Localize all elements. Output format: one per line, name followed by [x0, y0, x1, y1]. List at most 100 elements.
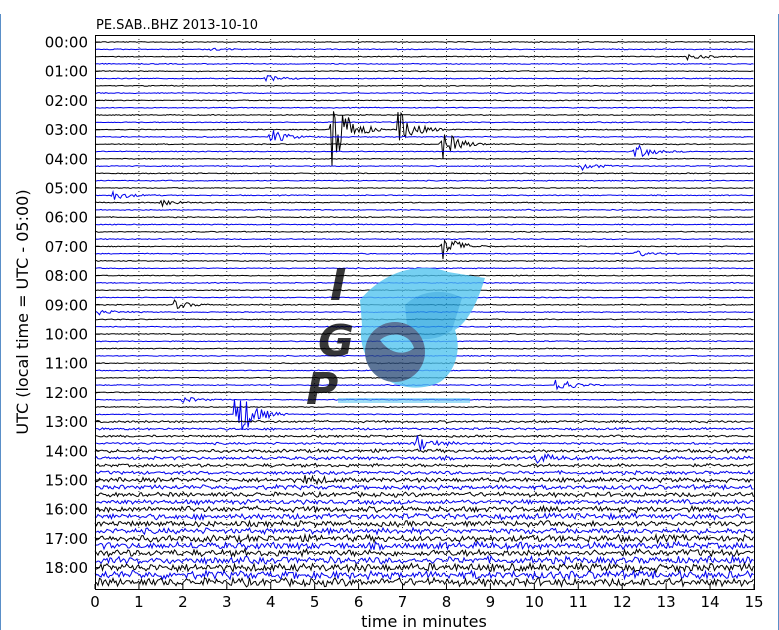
seismic-trace: [94, 163, 754, 172]
seismic-trace: [94, 113, 754, 117]
y-tick-label: 10:00: [45, 326, 88, 344]
y-tick-label: 08:00: [45, 267, 88, 285]
seismic-trace: [94, 259, 754, 263]
seismic-trace: [94, 111, 754, 167]
seismic-trace: [95, 223, 754, 226]
y-tick-label: 16:00: [45, 501, 88, 519]
seismic-trace: [94, 130, 754, 142]
y-tick-label: 04:00: [45, 150, 88, 168]
x-tick-label: 9: [486, 593, 496, 611]
seismic-trace: [94, 230, 754, 233]
y-tick-label: 12:00: [45, 384, 88, 402]
seismic-trace: [94, 576, 754, 589]
seismic-trace: [94, 462, 754, 468]
y-tick-label: 03:00: [45, 121, 88, 139]
seismic-trace: [94, 216, 754, 219]
seismic-trace: [94, 504, 754, 514]
seismic-trace: [94, 448, 754, 454]
x-tick-label: 7: [398, 593, 408, 611]
y-tick-label: 06:00: [45, 209, 88, 227]
seismic-trace: [94, 435, 754, 451]
seismic-trace: [94, 519, 754, 529]
y-tick-label: 18:00: [45, 559, 88, 577]
x-tick-label: 13: [657, 593, 676, 611]
seismic-trace: [94, 434, 754, 439]
seismic-trace: [94, 569, 754, 581]
x-tick-label: 15: [744, 593, 763, 611]
seismic-trace: [94, 99, 754, 102]
seismic-trace: [94, 239, 754, 260]
seismic-trace: [94, 391, 754, 394]
seismic-trace: [94, 134, 754, 160]
x-tick-label: 0: [90, 593, 100, 611]
seismic-trace: [94, 498, 754, 506]
seismic-trace: [94, 53, 754, 62]
x-tick-label: 10: [525, 593, 544, 611]
logo-underline: [338, 398, 470, 403]
seismic-trace: [94, 199, 754, 208]
y-tick-label: 17:00: [45, 530, 88, 548]
seismic-trace: [94, 474, 754, 486]
seismic-trace: [95, 186, 754, 190]
seismic-trace: [94, 532, 754, 545]
seismic-trace: [94, 427, 754, 431]
seismic-trace: [94, 70, 754, 73]
seismic-trace: [94, 547, 754, 558]
y-tick-label: 14:00: [45, 442, 88, 460]
y-tick-label: 11:00: [45, 355, 88, 373]
seismic-trace: [94, 172, 754, 175]
y-tick-label: 05:00: [45, 180, 88, 198]
seismic-trace: [94, 208, 754, 211]
x-tick-label: 14: [701, 593, 720, 611]
logo-letter-i: I: [330, 260, 346, 311]
y-tick-label: 00:00: [45, 34, 88, 52]
logo-globe-highlight: [380, 334, 414, 353]
x-tick-label: 5: [310, 593, 320, 611]
logo-globe: [365, 322, 425, 382]
seismic-trace: [94, 189, 754, 200]
seismic-trace: [94, 405, 754, 409]
y-axis-label: UTC (local time = UTC - 05:00): [13, 189, 32, 434]
x-tick-label: 11: [569, 593, 588, 611]
seismic-trace: [94, 511, 754, 522]
seismic-trace: [94, 179, 754, 182]
seismic-trace: [94, 40, 754, 44]
x-tick-label: 3: [222, 593, 232, 611]
igp-logo-watermark: I G P: [306, 260, 485, 415]
seismic-trace: [94, 561, 754, 574]
seismic-trace: [95, 84, 754, 87]
seismic-trace: [95, 92, 754, 95]
seismic-trace: [94, 157, 754, 160]
y-axis: 00:00 01:00 02:00 03:00 04:00 05:00 06:00 07:00…: [45, 34, 100, 577]
seismic-trace: [94, 483, 754, 491]
plot-area: [95, 35, 755, 590]
y-tick-label: 09:00: [45, 296, 88, 314]
y-tick-label: 13:00: [45, 413, 88, 431]
seismic-trace: [94, 250, 754, 257]
x-tick-label: 12: [613, 593, 632, 611]
seismic-trace: [94, 62, 754, 65]
seismic-trace: [94, 419, 754, 424]
seismic-trace: [94, 469, 754, 476]
x-tick-label: 4: [266, 593, 276, 611]
seismic-trace: [94, 453, 754, 464]
x-tick-label: 2: [178, 593, 188, 611]
seismic-trace: [94, 554, 754, 566]
y-tick-label: 07:00: [45, 238, 88, 256]
seismic-trace: [94, 238, 754, 241]
y-tick-label: 02:00: [45, 92, 88, 110]
seismic-trace: [94, 399, 754, 430]
x-tick-label: 1: [134, 593, 144, 611]
x-axis: 0 1 2 3 4 5 6 7 8 9 10 11 12 13 14 15: [90, 584, 764, 611]
logo-wing-shape: [405, 291, 462, 340]
logo-letter-g: G: [318, 316, 354, 367]
seismic-trace: [94, 540, 754, 552]
seismic-trace: [94, 47, 754, 51]
x-axis-label: time in minutes: [361, 612, 487, 630]
logo-letter-p: P: [306, 364, 338, 415]
seismic-trace: [94, 121, 754, 124]
seismic-trace: [94, 490, 754, 499]
seismic-trace: [95, 75, 754, 83]
chart-title: PE.SAB..BHZ 2013-10-10: [96, 18, 258, 33]
